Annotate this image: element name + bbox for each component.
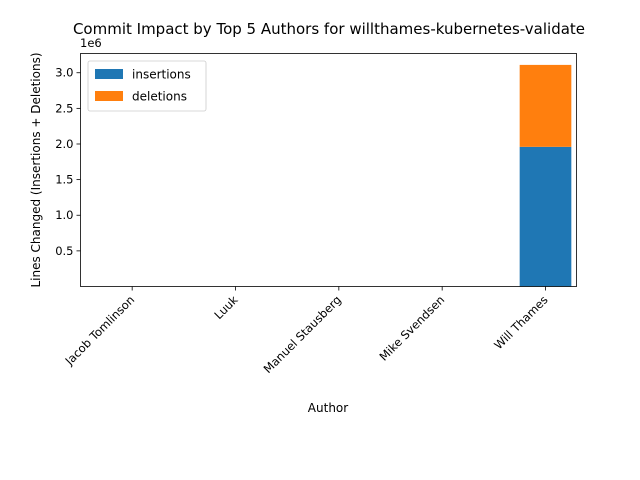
y-axis: 0.5 1.0 1.5 2.0 2.5 3.0 bbox=[55, 66, 81, 258]
x-axis-label: Author bbox=[308, 401, 348, 415]
legend: insertions deletions bbox=[87, 60, 207, 112]
legend-swatch-deletions bbox=[95, 91, 123, 101]
y-tick-label: 0.5 bbox=[55, 244, 73, 258]
x-tick-label: Luuk bbox=[211, 292, 241, 322]
x-tick-label: Manuel Stausberg bbox=[261, 293, 344, 376]
y-scale-label: 1e6 bbox=[80, 36, 102, 50]
legend-label-deletions: deletions bbox=[132, 90, 187, 104]
bar-insertions-4 bbox=[519, 146, 572, 287]
x-tick-label: Jacob Tomlinson bbox=[62, 293, 138, 369]
bar-deletions-4 bbox=[519, 64, 572, 147]
y-axis-label: Lines Changed (Insertions + Deletions) bbox=[29, 52, 43, 287]
y-tick-label: 2.5 bbox=[55, 101, 73, 115]
x-tick-label: Will Thames bbox=[491, 293, 550, 352]
legend-swatch-insertions bbox=[95, 69, 123, 79]
y-tick-label: 3.0 bbox=[55, 66, 73, 80]
chart-title: Commit Impact by Top 5 Authors for willt… bbox=[73, 20, 585, 38]
plot-area bbox=[106, 64, 572, 287]
legend-label-insertions: insertions bbox=[132, 68, 191, 82]
y-tick-label: 1.5 bbox=[55, 173, 73, 187]
plot-frame bbox=[80, 53, 577, 287]
x-axis: Jacob Tomlinson Luuk Manuel Stausberg Mike … bbox=[62, 286, 551, 376]
y-tick-label: 2.0 bbox=[55, 137, 73, 151]
y-tick-label: 1.0 bbox=[55, 208, 73, 222]
x-tick-label: Mike Svendsen bbox=[376, 293, 447, 364]
